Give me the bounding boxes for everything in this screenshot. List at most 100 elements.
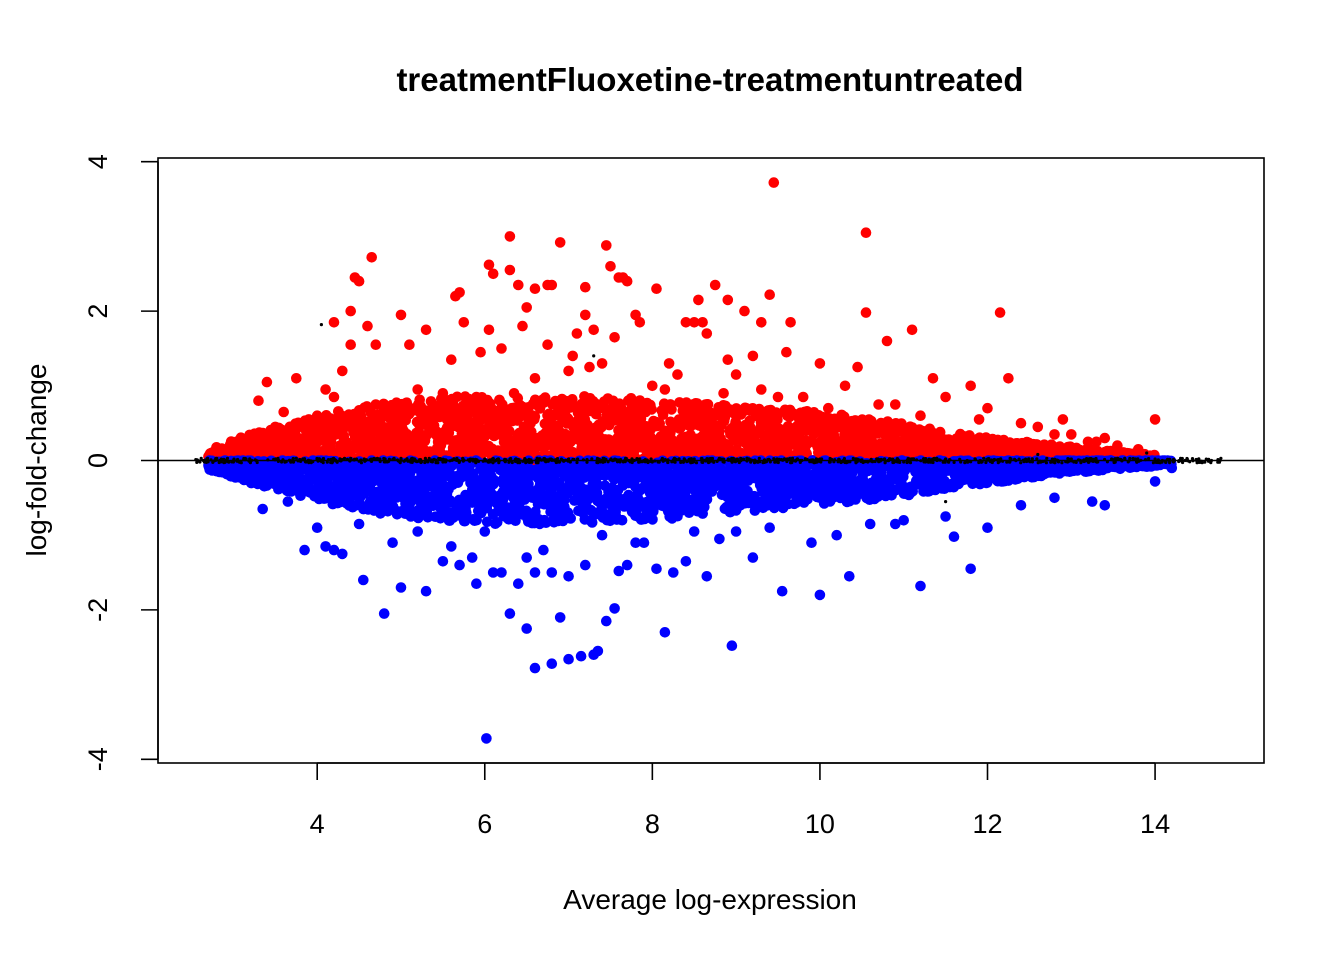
data-point: [259, 470, 271, 482]
data-point: [707, 436, 718, 447]
data-point: [652, 435, 663, 447]
data-point: [347, 421, 358, 433]
data-point: [413, 431, 424, 442]
data-point: [930, 430, 941, 442]
data-point: [511, 444, 523, 456]
data-point: [851, 415, 862, 427]
data-point: [439, 431, 450, 443]
data-point: [825, 421, 836, 432]
data-point: [496, 410, 508, 422]
data-point: [903, 434, 915, 445]
data-point: [959, 431, 971, 443]
data-point: [464, 436, 475, 448]
data-point: [312, 445, 324, 457]
data-point: [286, 433, 298, 445]
data-point: [731, 403, 742, 414]
data-point: [827, 435, 839, 447]
data-point: [556, 412, 568, 424]
data-point: [728, 435, 740, 447]
data-point: [691, 419, 702, 430]
data-point: [319, 429, 331, 440]
data-point: [445, 417, 457, 428]
data-point: [694, 403, 706, 415]
data-point: [415, 415, 426, 426]
data-point: [1020, 447, 1031, 459]
data-point: [465, 404, 477, 415]
data-point: [463, 444, 475, 455]
data-point: [950, 441, 961, 452]
data-point: [560, 440, 572, 452]
data-point: [337, 418, 349, 430]
down-genes-cloud: [203, 455, 1177, 530]
data-point: [670, 439, 681, 451]
plot-area: [158, 177, 1264, 744]
data-point: [835, 415, 847, 426]
data-point: [818, 498, 830, 509]
data-point: [538, 394, 550, 406]
data-point: [612, 484, 624, 496]
chart-title: treatmentFluoxetine-treatmentuntreated: [396, 61, 1023, 98]
data-point: [277, 436, 289, 448]
data-point: [451, 500, 463, 512]
data-point: [698, 439, 710, 451]
data-point: [401, 429, 413, 440]
data-point: [974, 432, 985, 444]
data-point: [507, 436, 518, 448]
data-point: [609, 474, 620, 485]
data-point: [647, 514, 658, 525]
data-point: [866, 424, 877, 436]
data-point: [345, 447, 356, 459]
data-point: [629, 416, 640, 428]
data-point: [711, 420, 722, 432]
data-point: [884, 436, 896, 447]
data-point: [540, 427, 551, 439]
data-point: [413, 398, 424, 410]
data-point: [547, 399, 558, 410]
data-point: [791, 421, 802, 433]
data-point: [615, 410, 626, 421]
data-point: [481, 516, 493, 528]
data-point: [525, 411, 537, 423]
data-point: [391, 430, 403, 442]
data-point: [573, 493, 585, 505]
data-point: [486, 443, 498, 455]
data-point: [358, 420, 370, 431]
data-point: [359, 441, 371, 452]
data-point: [822, 446, 833, 457]
data-point: [504, 404, 515, 415]
data-point: [934, 440, 945, 452]
data-point: [604, 445, 616, 456]
data-point: [403, 445, 414, 456]
data-point: [725, 425, 737, 437]
data-point: [479, 400, 490, 411]
data-point: [539, 418, 551, 430]
data-point: [554, 431, 566, 443]
data-point: [813, 411, 825, 423]
data-point: [673, 414, 685, 425]
data-point: [541, 437, 553, 449]
data-point: [498, 427, 509, 438]
data-point: [782, 410, 793, 422]
data-point: [663, 427, 675, 439]
data-point: [681, 417, 693, 429]
data-point: [730, 417, 741, 429]
data-point: [801, 408, 812, 420]
data-point: [717, 442, 728, 454]
data-point: [947, 478, 958, 490]
data-point: [441, 493, 452, 504]
data-point: [658, 398, 670, 410]
data-point: [419, 444, 430, 456]
data-point: [289, 422, 301, 433]
data-point: [623, 424, 635, 435]
data-point: [475, 444, 487, 456]
data-point: [523, 485, 534, 496]
data-point: [657, 409, 669, 421]
data-point: [762, 405, 773, 417]
data-point: [884, 473, 896, 484]
data-point: [920, 444, 932, 455]
data-point: [371, 472, 382, 484]
data-point: [302, 422, 314, 434]
data-point: [641, 447, 653, 459]
data-point: [801, 437, 813, 449]
data-point: [480, 409, 492, 421]
